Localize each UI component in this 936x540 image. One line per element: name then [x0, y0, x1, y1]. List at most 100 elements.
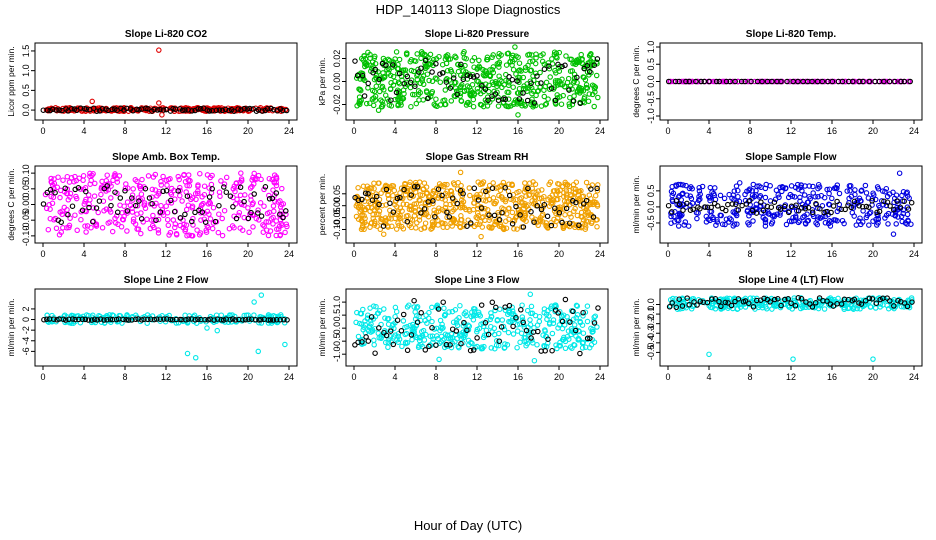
- data-point: [838, 301, 845, 307]
- data-point: [85, 317, 92, 323]
- data-point: [851, 213, 857, 219]
- data-point: [553, 50, 560, 57]
- data-point: [372, 60, 379, 67]
- data-point: [841, 302, 848, 309]
- data-point: [111, 173, 117, 180]
- data-point: [261, 203, 267, 209]
- data-point: [530, 340, 536, 346]
- data-point: [161, 316, 167, 322]
- data-point: [856, 78, 862, 85]
- data-point: [168, 200, 175, 206]
- data-point: [444, 52, 451, 58]
- data-point: [237, 192, 244, 199]
- data-point: [251, 312, 257, 318]
- data-point: [592, 192, 599, 199]
- data-point: [733, 183, 740, 189]
- data-point: [487, 214, 493, 221]
- data-point: [79, 207, 86, 214]
- data-point: [466, 323, 473, 330]
- data-point: [874, 184, 881, 190]
- data-point: [565, 318, 572, 324]
- data-point: [852, 187, 858, 193]
- data-point: [452, 219, 459, 226]
- data-point: [577, 100, 584, 107]
- data-point: [564, 79, 571, 86]
- data-point: [443, 201, 449, 207]
- data-point: [45, 226, 52, 233]
- y-axis-label: kPa per min.: [317, 58, 327, 106]
- data-point: [668, 188, 675, 195]
- data-point: [124, 199, 131, 205]
- data-point: [449, 223, 455, 229]
- outlier-point: [706, 351, 712, 358]
- data-point: [59, 211, 65, 218]
- data-point: [227, 193, 234, 199]
- data-point: [729, 195, 735, 201]
- data-point: [489, 67, 495, 73]
- data-point: [571, 93, 577, 99]
- data-point: [762, 217, 769, 223]
- data-point: [756, 194, 763, 200]
- data-point: [736, 198, 743, 205]
- data-point: [370, 215, 376, 221]
- data-point: [378, 333, 384, 339]
- data-point: [457, 84, 464, 91]
- data-point: [406, 182, 413, 188]
- data-point: [799, 188, 805, 194]
- data-point: [440, 299, 446, 305]
- data-point: [129, 192, 136, 198]
- data-point: [735, 297, 742, 304]
- x-tick-label: 24: [909, 249, 919, 259]
- data-point: [270, 214, 276, 221]
- data-point: [359, 339, 365, 345]
- data-point: [393, 308, 400, 315]
- data-point: [359, 196, 365, 203]
- data-point: [802, 205, 809, 212]
- data-point: [86, 204, 92, 211]
- data-point: [496, 50, 502, 57]
- y-tick-label: 0: [21, 317, 31, 322]
- data-point: [399, 195, 406, 202]
- data-point: [152, 187, 159, 193]
- data-point: [701, 78, 707, 85]
- data-point: [91, 193, 98, 199]
- data-point: [422, 51, 428, 58]
- data-point: [495, 103, 502, 109]
- data-point: [89, 172, 95, 179]
- data-point: [414, 319, 421, 325]
- data-point: [886, 78, 893, 85]
- data-point: [828, 209, 834, 216]
- data-point: [712, 185, 718, 191]
- data-point: [369, 197, 376, 203]
- data-point: [460, 68, 467, 74]
- data-point: [48, 179, 55, 186]
- data-point: [583, 84, 590, 91]
- data-point: [247, 105, 253, 112]
- data-point: [535, 188, 542, 194]
- data-point: [529, 310, 536, 317]
- data-point: [545, 60, 552, 66]
- data-point: [202, 316, 208, 323]
- data-point: [230, 186, 237, 192]
- x-tick-label: 16: [827, 126, 837, 136]
- data-point: [447, 342, 453, 348]
- data-point: [561, 189, 567, 196]
- data-point: [458, 213, 464, 219]
- x-tick-label: 4: [706, 372, 711, 382]
- data-point: [135, 316, 141, 322]
- data-point: [809, 304, 816, 310]
- data-point: [387, 85, 394, 92]
- data-point: [169, 316, 176, 323]
- data-point: [580, 193, 587, 199]
- data-point: [691, 299, 697, 305]
- data-point: [586, 91, 593, 97]
- data-point: [518, 330, 525, 337]
- data-point: [279, 185, 285, 192]
- data-point: [151, 106, 157, 113]
- data-point: [54, 184, 61, 191]
- data-point: [355, 185, 361, 191]
- data-point: [675, 223, 682, 229]
- data-point: [529, 58, 536, 64]
- data-point: [108, 202, 114, 209]
